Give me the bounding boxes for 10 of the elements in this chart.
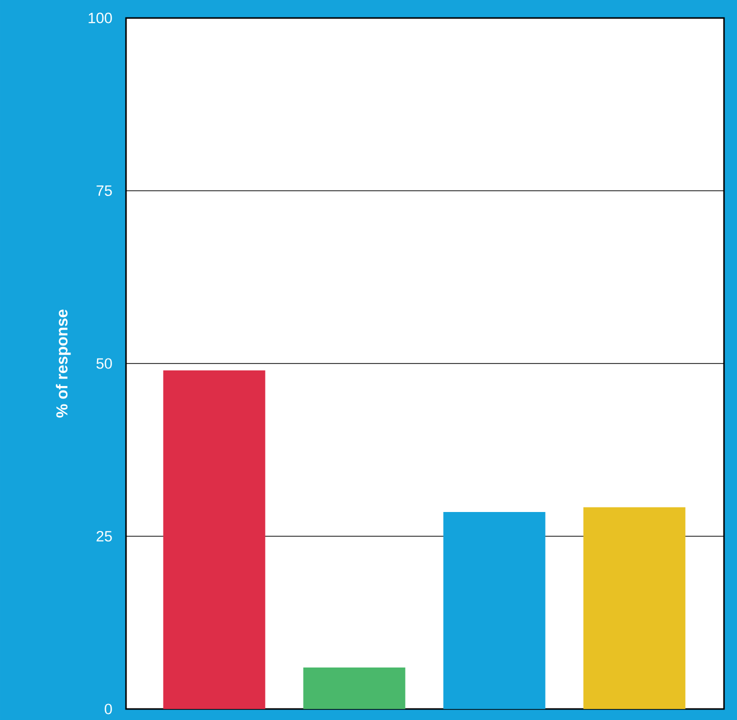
bar xyxy=(303,668,406,709)
bar xyxy=(443,512,546,709)
y-tick-label: 50 xyxy=(96,358,112,369)
y-tick-label: 25 xyxy=(96,530,112,542)
y-axis-title: % of response xyxy=(56,310,71,418)
y-tick-label: 0 xyxy=(104,704,112,714)
bar xyxy=(583,507,686,709)
y-tick-label: 75 xyxy=(96,186,112,196)
y-tick-label: 100 xyxy=(88,12,112,24)
bar xyxy=(163,370,266,709)
